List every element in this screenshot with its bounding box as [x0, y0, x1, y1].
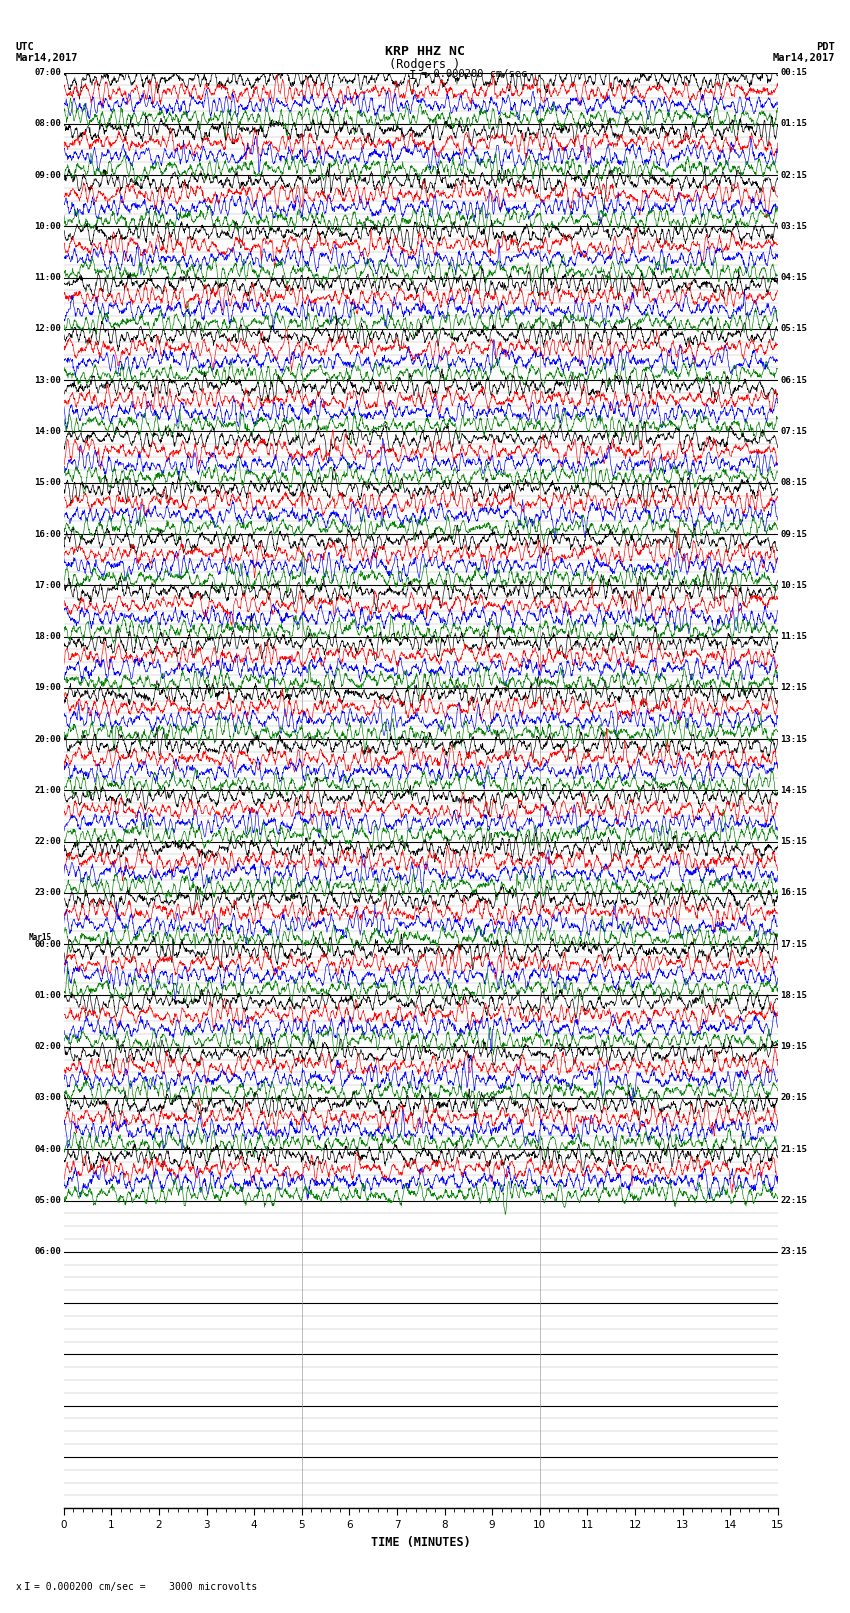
Text: 23:15: 23:15: [780, 1247, 807, 1257]
Text: 10:15: 10:15: [780, 581, 807, 590]
Text: = 0.000200 cm/sec: = 0.000200 cm/sec: [421, 69, 527, 79]
Text: 21:00: 21:00: [35, 786, 61, 795]
Text: 10:00: 10:00: [35, 223, 61, 231]
Text: 20:00: 20:00: [35, 734, 61, 744]
Text: Mar14,2017: Mar14,2017: [15, 53, 78, 63]
Text: 12:00: 12:00: [35, 324, 61, 334]
Text: 23:00: 23:00: [35, 889, 61, 897]
Text: KRP HHZ NC: KRP HHZ NC: [385, 45, 465, 58]
Text: (Rodgers ): (Rodgers ): [389, 58, 461, 71]
Text: I: I: [409, 69, 416, 82]
Text: Mar14,2017: Mar14,2017: [772, 53, 835, 63]
Text: 00:15: 00:15: [780, 68, 807, 77]
Text: 00:00: 00:00: [35, 940, 61, 948]
Text: 05:00: 05:00: [35, 1195, 61, 1205]
Text: 01:00: 01:00: [35, 990, 61, 1000]
Text: 04:15: 04:15: [780, 273, 807, 282]
Text: 22:15: 22:15: [780, 1195, 807, 1205]
Text: 17:00: 17:00: [35, 581, 61, 590]
Text: 05:15: 05:15: [780, 324, 807, 334]
Text: 14:15: 14:15: [780, 786, 807, 795]
Text: PDT: PDT: [816, 42, 835, 52]
Text: 08:00: 08:00: [35, 119, 61, 129]
Text: 07:00: 07:00: [35, 68, 61, 77]
Text: 16:00: 16:00: [35, 529, 61, 539]
Text: 01:15: 01:15: [780, 119, 807, 129]
Text: 21:15: 21:15: [780, 1145, 807, 1153]
Text: 04:00: 04:00: [35, 1145, 61, 1153]
Text: 13:15: 13:15: [780, 734, 807, 744]
Text: 02:00: 02:00: [35, 1042, 61, 1052]
Text: 22:00: 22:00: [35, 837, 61, 847]
Text: 11:15: 11:15: [780, 632, 807, 640]
Text: 17:15: 17:15: [780, 940, 807, 948]
Text: 06:15: 06:15: [780, 376, 807, 386]
X-axis label: TIME (MINUTES): TIME (MINUTES): [371, 1536, 471, 1548]
Text: 14:00: 14:00: [35, 427, 61, 436]
Text: 19:00: 19:00: [35, 684, 61, 692]
Text: 02:15: 02:15: [780, 171, 807, 179]
Text: 03:15: 03:15: [780, 223, 807, 231]
Text: I: I: [24, 1582, 31, 1592]
Text: 03:00: 03:00: [35, 1094, 61, 1103]
Text: 08:15: 08:15: [780, 477, 807, 487]
Text: 09:00: 09:00: [35, 171, 61, 179]
Text: 06:00: 06:00: [35, 1247, 61, 1257]
Text: = 0.000200 cm/sec =    3000 microvolts: = 0.000200 cm/sec = 3000 microvolts: [34, 1582, 258, 1592]
Text: 09:15: 09:15: [780, 529, 807, 539]
Text: 18:15: 18:15: [780, 990, 807, 1000]
Text: Mar15: Mar15: [29, 932, 52, 942]
Text: 20:15: 20:15: [780, 1094, 807, 1103]
Text: 15:00: 15:00: [35, 477, 61, 487]
Text: 13:00: 13:00: [35, 376, 61, 386]
Text: 16:15: 16:15: [780, 889, 807, 897]
Text: 11:00: 11:00: [35, 273, 61, 282]
Text: 12:15: 12:15: [780, 684, 807, 692]
Text: UTC: UTC: [15, 42, 34, 52]
Text: 19:15: 19:15: [780, 1042, 807, 1052]
Text: x: x: [15, 1582, 21, 1592]
Text: 07:15: 07:15: [780, 427, 807, 436]
Text: 18:00: 18:00: [35, 632, 61, 640]
Text: 15:15: 15:15: [780, 837, 807, 847]
